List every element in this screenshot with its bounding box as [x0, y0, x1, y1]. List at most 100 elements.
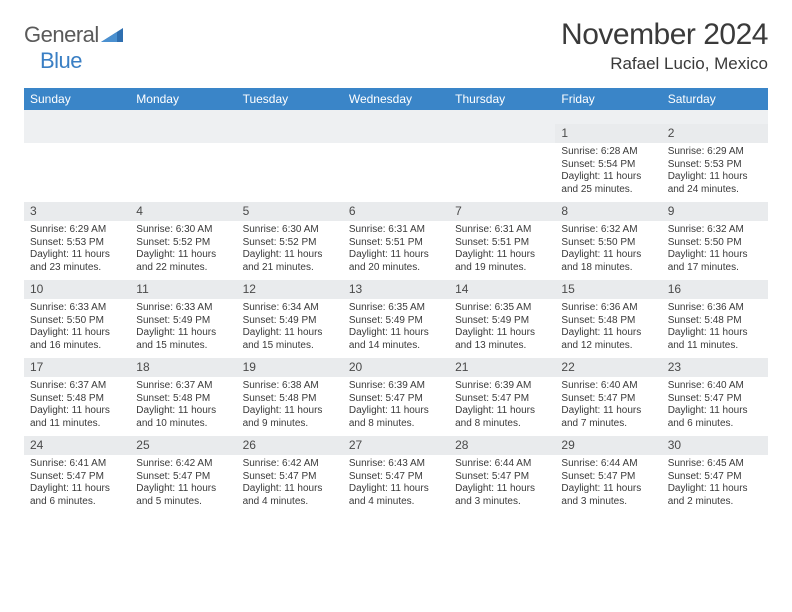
weekday-header: Friday	[555, 88, 661, 110]
day-data-cell: Sunrise: 6:39 AMSunset: 5:47 PMDaylight:…	[343, 377, 449, 436]
day-info-line: Daylight: 11 hours and 25 minutes.	[561, 171, 655, 196]
day-number-cell	[24, 124, 130, 143]
day-data-cell: Sunrise: 6:28 AMSunset: 5:54 PMDaylight:…	[555, 143, 661, 202]
day-info-line: Sunset: 5:54 PM	[561, 159, 655, 172]
day-info-line: Sunrise: 6:32 AM	[668, 224, 762, 237]
day-info-line: Daylight: 11 hours and 8 minutes.	[349, 405, 443, 430]
day-info-line: Sunrise: 6:30 AM	[243, 224, 337, 237]
day-number-cell: 24	[24, 436, 130, 455]
day-info-line: Sunset: 5:48 PM	[30, 393, 124, 406]
day-info-line: Sunrise: 6:42 AM	[243, 458, 337, 471]
day-data-cell: Sunrise: 6:38 AMSunset: 5:48 PMDaylight:…	[237, 377, 343, 436]
day-info-line: Sunset: 5:47 PM	[349, 471, 443, 484]
day-number-cell: 28	[449, 436, 555, 455]
day-info-line: Sunset: 5:47 PM	[561, 393, 655, 406]
day-data-cell	[237, 143, 343, 202]
day-info-line: Daylight: 11 hours and 17 minutes.	[668, 249, 762, 274]
weekday-header: Thursday	[449, 88, 555, 110]
day-info-line: Sunset: 5:49 PM	[455, 315, 549, 328]
day-info-line: Sunset: 5:49 PM	[349, 315, 443, 328]
day-number-cell: 3	[24, 202, 130, 221]
day-info-line: Daylight: 11 hours and 15 minutes.	[136, 327, 230, 352]
day-number-cell: 17	[24, 358, 130, 377]
day-info-line: Sunset: 5:48 PM	[243, 393, 337, 406]
day-number-cell: 29	[555, 436, 661, 455]
day-info-line: Sunset: 5:49 PM	[243, 315, 337, 328]
day-number-cell: 16	[662, 280, 768, 299]
day-number-cell: 5	[237, 202, 343, 221]
day-info-line: Daylight: 11 hours and 11 minutes.	[30, 405, 124, 430]
day-info-line: Sunrise: 6:28 AM	[561, 146, 655, 159]
day-number-cell: 4	[130, 202, 236, 221]
day-data-cell: Sunrise: 6:43 AMSunset: 5:47 PMDaylight:…	[343, 455, 449, 514]
day-number-cell: 30	[662, 436, 768, 455]
day-data-cell: Sunrise: 6:42 AMSunset: 5:47 PMDaylight:…	[130, 455, 236, 514]
day-info-line: Sunrise: 6:44 AM	[455, 458, 549, 471]
day-data-cell: Sunrise: 6:40 AMSunset: 5:47 PMDaylight:…	[662, 377, 768, 436]
day-info-line: Sunset: 5:48 PM	[668, 315, 762, 328]
day-info-line: Sunrise: 6:39 AM	[455, 380, 549, 393]
logo-triangle-icon	[101, 28, 123, 42]
day-info-line: Sunset: 5:52 PM	[243, 237, 337, 250]
day-info-line: Daylight: 11 hours and 6 minutes.	[668, 405, 762, 430]
day-info-line: Sunset: 5:51 PM	[455, 237, 549, 250]
day-number-cell: 9	[662, 202, 768, 221]
day-number-cell: 7	[449, 202, 555, 221]
weekday-header: Tuesday	[237, 88, 343, 110]
day-info-line: Daylight: 11 hours and 5 minutes.	[136, 483, 230, 508]
day-info-line: Sunrise: 6:40 AM	[561, 380, 655, 393]
weekday-header: Monday	[130, 88, 236, 110]
day-info-line: Sunrise: 6:45 AM	[668, 458, 762, 471]
day-data-cell: Sunrise: 6:36 AMSunset: 5:48 PMDaylight:…	[662, 299, 768, 358]
day-info-line: Daylight: 11 hours and 23 minutes.	[30, 249, 124, 274]
day-info-line: Sunrise: 6:33 AM	[30, 302, 124, 315]
day-data-cell: Sunrise: 6:45 AMSunset: 5:47 PMDaylight:…	[662, 455, 768, 514]
day-info-line: Sunrise: 6:29 AM	[30, 224, 124, 237]
day-number-row: 3456789	[24, 202, 768, 221]
day-info-line: Sunrise: 6:38 AM	[243, 380, 337, 393]
day-info-line: Daylight: 11 hours and 22 minutes.	[136, 249, 230, 274]
day-data-cell: Sunrise: 6:33 AMSunset: 5:50 PMDaylight:…	[24, 299, 130, 358]
day-number-cell: 10	[24, 280, 130, 299]
day-info-line: Sunrise: 6:37 AM	[30, 380, 124, 393]
day-number-cell: 11	[130, 280, 236, 299]
day-info-line: Sunrise: 6:32 AM	[561, 224, 655, 237]
day-data-cell: Sunrise: 6:35 AMSunset: 5:49 PMDaylight:…	[449, 299, 555, 358]
day-number-cell: 19	[237, 358, 343, 377]
day-info-line: Sunrise: 6:36 AM	[561, 302, 655, 315]
weekday-header: Saturday	[662, 88, 768, 110]
day-info-line: Sunset: 5:50 PM	[30, 315, 124, 328]
day-data-cell: Sunrise: 6:30 AMSunset: 5:52 PMDaylight:…	[130, 221, 236, 280]
day-info-line: Daylight: 11 hours and 8 minutes.	[455, 405, 549, 430]
day-info-line: Sunrise: 6:44 AM	[561, 458, 655, 471]
day-number-row: 17181920212223	[24, 358, 768, 377]
day-data-row: Sunrise: 6:28 AMSunset: 5:54 PMDaylight:…	[24, 143, 768, 202]
day-number-cell: 8	[555, 202, 661, 221]
day-info-line: Sunset: 5:47 PM	[243, 471, 337, 484]
day-number-cell: 12	[237, 280, 343, 299]
title-block: November 2024 Rafael Lucio, Mexico	[561, 18, 768, 74]
day-number-cell: 18	[130, 358, 236, 377]
day-info-line: Sunset: 5:49 PM	[136, 315, 230, 328]
weekday-header: Wednesday	[343, 88, 449, 110]
day-info-line: Sunset: 5:47 PM	[455, 393, 549, 406]
day-data-cell: Sunrise: 6:40 AMSunset: 5:47 PMDaylight:…	[555, 377, 661, 436]
location-label: Rafael Lucio, Mexico	[561, 54, 768, 74]
day-number-cell: 14	[449, 280, 555, 299]
day-info-line: Sunrise: 6:31 AM	[455, 224, 549, 237]
day-data-cell: Sunrise: 6:33 AMSunset: 5:49 PMDaylight:…	[130, 299, 236, 358]
day-data-row: Sunrise: 6:33 AMSunset: 5:50 PM Daylight:…	[24, 299, 768, 358]
day-number-row: 10111213141516	[24, 280, 768, 299]
day-info-line: Daylight: 11 hours and 14 minutes.	[349, 327, 443, 352]
day-data-cell: Sunrise: 6:30 AMSunset: 5:52 PMDaylight:…	[237, 221, 343, 280]
day-info-line: Sunrise: 6:41 AM	[30, 458, 124, 471]
day-info-line: Sunrise: 6:36 AM	[668, 302, 762, 315]
day-data-row: Sunrise: 6:41 AM Sunset: 5:47 PM Daylight:…	[24, 455, 768, 514]
day-data-cell: Sunrise: 6:42 AMSunset: 5:47 PMDaylight:…	[237, 455, 343, 514]
day-data-cell: Sunrise: 6:34 AMSunset: 5:49 PMDaylight:…	[237, 299, 343, 358]
page-header: General Blue November 2024 Rafael Lucio,…	[24, 18, 768, 74]
logo-word-2: Blue	[40, 48, 82, 73]
day-number-cell: 1	[555, 124, 661, 143]
day-number-cell: 25	[130, 436, 236, 455]
day-data-cell: Sunrise: 6:37 AMSunset: 5:48 PMDaylight:…	[24, 377, 130, 436]
